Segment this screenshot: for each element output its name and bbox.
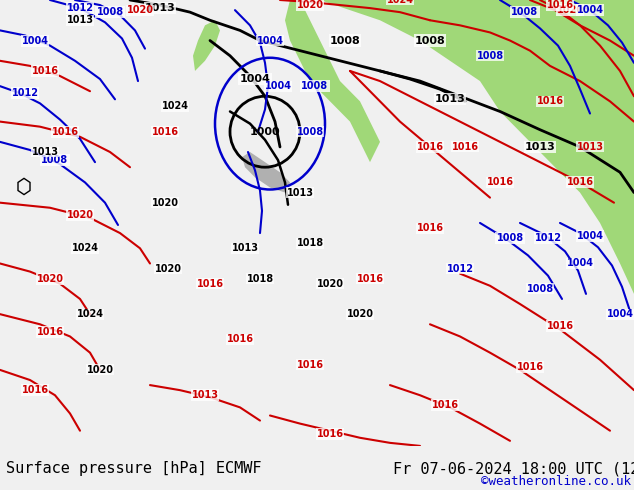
Text: 1008: 1008 [496, 233, 524, 243]
Text: 1016: 1016 [486, 177, 514, 187]
Text: 1013: 1013 [287, 188, 313, 197]
Text: 1016: 1016 [356, 274, 384, 284]
Text: 1016: 1016 [297, 360, 323, 370]
Text: 1024: 1024 [77, 309, 103, 319]
Polygon shape [285, 0, 380, 162]
Text: 1012: 1012 [11, 88, 39, 98]
Text: 1018: 1018 [247, 274, 273, 284]
Text: 1008: 1008 [41, 155, 68, 165]
Text: 1004: 1004 [576, 231, 604, 241]
Text: 1012: 1012 [67, 3, 93, 13]
Text: Surface pressure [hPa] ECMWF: Surface pressure [hPa] ECMWF [6, 462, 262, 476]
Text: 1020: 1020 [152, 197, 179, 208]
Text: 1013: 1013 [32, 147, 58, 157]
Text: 1020: 1020 [155, 264, 181, 273]
Text: Fr 07-06-2024 18:00 UTC (12+06): Fr 07-06-2024 18:00 UTC (12+06) [393, 462, 634, 476]
Text: 1008: 1008 [297, 127, 323, 137]
Text: 1004: 1004 [576, 5, 604, 15]
Text: 1012: 1012 [446, 264, 474, 273]
Text: 1016: 1016 [316, 429, 344, 439]
Text: 1020: 1020 [67, 210, 93, 220]
Text: 1004: 1004 [22, 36, 48, 46]
Text: 1008: 1008 [476, 51, 503, 61]
Text: 1020: 1020 [127, 5, 153, 15]
Text: 1020: 1020 [347, 309, 373, 319]
Text: 1016: 1016 [417, 223, 444, 233]
Text: 1016: 1016 [32, 66, 58, 76]
Text: 1016: 1016 [536, 97, 564, 106]
Text: 1004: 1004 [264, 81, 292, 91]
Text: 1024: 1024 [72, 244, 98, 253]
Text: 1016: 1016 [51, 127, 79, 137]
Text: 1016: 1016 [547, 0, 574, 10]
Text: 1016: 1016 [226, 335, 254, 344]
Text: 1013: 1013 [145, 3, 176, 13]
Text: 1016: 1016 [37, 327, 63, 338]
Text: 1008: 1008 [526, 284, 553, 294]
Text: 1016: 1016 [417, 142, 444, 152]
Text: 1016: 1016 [197, 279, 224, 289]
Polygon shape [193, 20, 220, 71]
Text: 1016: 1016 [152, 127, 179, 137]
Text: 1016: 1016 [567, 177, 593, 187]
Text: 1008: 1008 [301, 81, 328, 91]
Text: 1016: 1016 [451, 142, 479, 152]
Text: 1004: 1004 [257, 36, 283, 46]
Text: 1020: 1020 [557, 5, 583, 15]
Text: 1020: 1020 [297, 0, 323, 10]
Text: 1000: 1000 [250, 127, 280, 137]
Text: 1016: 1016 [547, 321, 574, 331]
Text: 1020: 1020 [316, 279, 344, 289]
Text: 1013: 1013 [524, 142, 555, 152]
Polygon shape [242, 152, 290, 193]
Text: 1004: 1004 [607, 309, 633, 319]
Text: 1004: 1004 [567, 259, 593, 269]
Text: 1012: 1012 [534, 233, 562, 243]
Text: 1016: 1016 [22, 385, 48, 395]
Text: 1020: 1020 [86, 365, 113, 375]
Text: 1020: 1020 [37, 274, 63, 284]
Text: 1024: 1024 [162, 101, 188, 111]
Polygon shape [180, 0, 634, 294]
Text: 1013: 1013 [435, 94, 465, 104]
Text: 1013: 1013 [191, 390, 219, 400]
Text: 1024: 1024 [387, 0, 413, 5]
Text: 1008: 1008 [96, 7, 124, 17]
Text: 1008: 1008 [415, 36, 445, 46]
Text: 1008: 1008 [330, 36, 360, 46]
Text: 1008: 1008 [512, 7, 538, 17]
Text: 1018: 1018 [297, 238, 323, 248]
Text: 1013: 1013 [67, 15, 93, 25]
Text: 1013: 1013 [576, 142, 604, 152]
Text: ©weatheronline.co.uk: ©weatheronline.co.uk [481, 475, 631, 488]
Text: 1013: 1013 [231, 244, 259, 253]
Text: 1004: 1004 [240, 74, 271, 84]
Text: 1016: 1016 [432, 400, 458, 410]
Text: 1016: 1016 [517, 362, 543, 372]
